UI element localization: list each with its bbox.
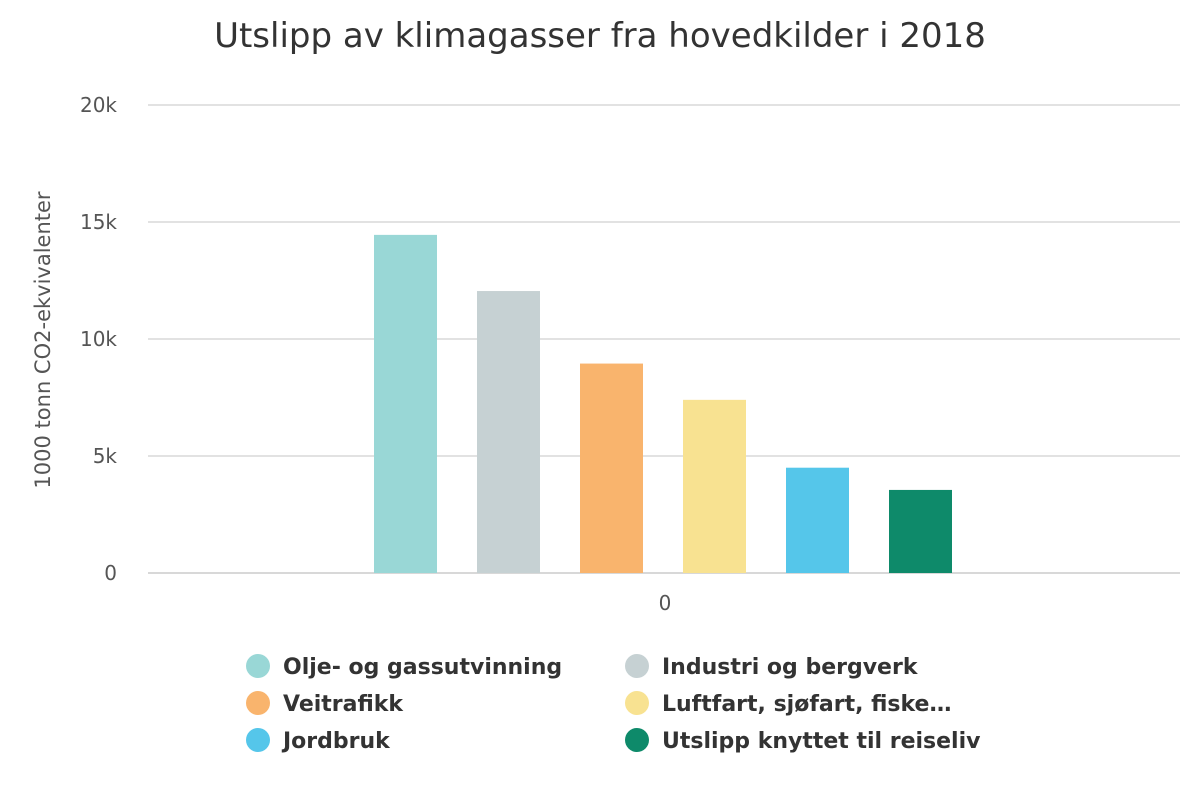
legend-item-label: Luftfart, sjøfart, fiske… bbox=[662, 692, 951, 717]
bar-5 bbox=[786, 467, 849, 573]
chart-title: Utslipp av klimagasser fra hovedkilder i… bbox=[214, 16, 986, 56]
x-axis-ticks: 0 bbox=[659, 591, 672, 615]
bar-3 bbox=[580, 363, 643, 573]
legend-marker bbox=[246, 654, 270, 678]
legend-item-label: Industri og bergverk bbox=[662, 655, 919, 680]
legend-marker bbox=[625, 728, 649, 752]
bars bbox=[374, 234, 952, 573]
x-tick-label: 0 bbox=[659, 591, 672, 615]
y-axis-ticks: 0 5k 10k 15k 20k bbox=[80, 93, 117, 585]
legend-item-label: Utslipp knyttet til reiseliv bbox=[662, 729, 981, 754]
bar-2 bbox=[477, 291, 540, 573]
legend-item-label: Jordbruk bbox=[281, 729, 391, 754]
legend-marker bbox=[625, 654, 649, 678]
legend: Olje- og gassutvinning Industri og bergve… bbox=[246, 654, 981, 754]
legend-item-label: Olje- og gassutvinning bbox=[283, 655, 562, 680]
legend-marker bbox=[246, 728, 270, 752]
legend-marker bbox=[625, 691, 649, 715]
bar-1 bbox=[374, 234, 437, 573]
y-tick-label: 20k bbox=[80, 93, 117, 117]
bar-4 bbox=[683, 399, 746, 573]
y-tick-label: 10k bbox=[80, 327, 117, 351]
bar-6 bbox=[889, 489, 952, 573]
y-axis-title: 1000 tonn CO2-ekvivalenter bbox=[31, 191, 55, 488]
y-tick-label: 5k bbox=[93, 444, 118, 468]
y-tick-label: 0 bbox=[104, 561, 117, 585]
legend-item-label: Veitrafikk bbox=[283, 692, 404, 717]
legend-marker bbox=[246, 691, 270, 715]
gridlines bbox=[148, 104, 1180, 574]
y-tick-label: 15k bbox=[80, 210, 117, 234]
